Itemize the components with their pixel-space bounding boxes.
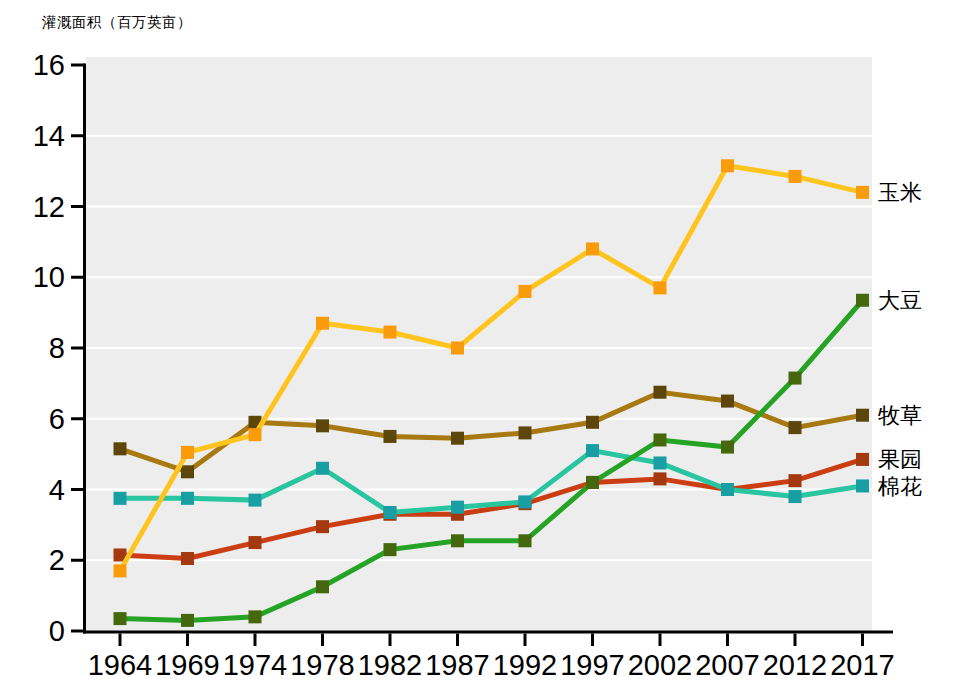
marker-pasture-1992	[519, 426, 532, 439]
marker-soybean-1987	[451, 534, 464, 547]
x-tick-label-2012: 2012	[763, 649, 828, 681]
legend-label-cotton: 棉花	[877, 474, 922, 499]
y-tick-label-2: 2	[49, 544, 65, 576]
marker-cotton-1974	[249, 494, 262, 507]
marker-corn-1964	[114, 564, 127, 577]
y-tick-label-8: 8	[49, 332, 65, 364]
marker-corn-1974	[249, 428, 262, 441]
x-tick-label-2002: 2002	[628, 649, 693, 681]
y-tick-label-12: 12	[33, 191, 65, 223]
line-chart: 0246810121416196419691974197819821987199…	[0, 0, 956, 696]
marker-corn-1982	[384, 326, 397, 339]
y-tick-label-6: 6	[49, 403, 65, 435]
x-tick-label-1992: 1992	[493, 649, 558, 681]
legend-label-orchard: 果园	[878, 447, 922, 472]
marker-orchard-1969	[181, 552, 194, 565]
marker-cotton-1964	[114, 492, 127, 505]
plot-area	[86, 57, 872, 632]
marker-cotton-1992	[519, 495, 532, 508]
y-tick-label-4: 4	[49, 474, 65, 506]
marker-pasture-2007	[721, 395, 734, 408]
x-tick-label-1982: 1982	[358, 649, 423, 681]
marker-soybean-2002	[654, 433, 667, 446]
marker-corn-2002	[654, 281, 667, 294]
legend-label-pasture: 牧草	[878, 403, 922, 428]
marker-corn-2007	[721, 159, 734, 172]
marker-orchard-1978	[316, 520, 329, 533]
marker-orchard-2012	[789, 474, 802, 487]
marker-orchard-2017	[856, 453, 869, 466]
marker-corn-1997	[586, 242, 599, 255]
marker-pasture-2012	[789, 421, 802, 434]
y-tick-label-16: 16	[33, 49, 65, 81]
marker-soybean-1992	[519, 534, 532, 547]
marker-soybean-1974	[249, 610, 262, 623]
marker-orchard-2002	[654, 472, 667, 485]
marker-soybean-1969	[181, 614, 194, 627]
marker-corn-2017	[856, 186, 869, 199]
marker-pasture-1997	[586, 416, 599, 429]
marker-pasture-2002	[654, 386, 667, 399]
marker-orchard-1974	[249, 536, 262, 549]
marker-soybean-1982	[384, 543, 397, 556]
chart-frame: 灌溉面积（百万英亩） 02468101214161964196919741978…	[0, 0, 956, 696]
marker-corn-1987	[451, 342, 464, 355]
x-tick-label-1997: 1997	[560, 649, 625, 681]
marker-cotton-2007	[721, 483, 734, 496]
x-tick-label-1964: 1964	[88, 649, 153, 681]
x-tick-label-2017: 2017	[830, 649, 895, 681]
marker-pasture-2017	[856, 409, 869, 422]
marker-cotton-1978	[316, 462, 329, 475]
marker-soybean-1997	[586, 476, 599, 489]
legend-label-corn: 玉米	[878, 180, 922, 205]
marker-corn-1992	[519, 285, 532, 298]
marker-soybean-2012	[789, 372, 802, 385]
marker-cotton-2017	[856, 479, 869, 492]
marker-soybean-1964	[114, 612, 127, 625]
marker-corn-2012	[789, 170, 802, 183]
marker-pasture-1978	[316, 419, 329, 432]
marker-pasture-1964	[114, 442, 127, 455]
x-tick-label-1969: 1969	[155, 649, 220, 681]
marker-soybean-2007	[721, 441, 734, 454]
y-tick-label-10: 10	[33, 261, 65, 293]
marker-cotton-2012	[789, 490, 802, 503]
marker-cotton-1987	[451, 501, 464, 514]
marker-cotton-1969	[181, 492, 194, 505]
marker-cotton-1997	[586, 444, 599, 457]
marker-corn-1969	[181, 446, 194, 459]
x-tick-label-1974: 1974	[223, 649, 288, 681]
x-tick-label-2007: 2007	[695, 649, 760, 681]
marker-soybean-1978	[316, 580, 329, 593]
y-tick-label-14: 14	[33, 120, 65, 152]
marker-soybean-2017	[856, 294, 869, 307]
x-tick-label-1987: 1987	[425, 649, 490, 681]
x-tick-label-1978: 1978	[290, 649, 355, 681]
y-tick-label-0: 0	[49, 615, 65, 647]
marker-pasture-1982	[384, 430, 397, 443]
marker-corn-1978	[316, 317, 329, 330]
marker-cotton-1982	[384, 506, 397, 519]
legend-label-soybean: 大豆	[878, 288, 922, 313]
marker-cotton-2002	[654, 456, 667, 469]
marker-pasture-1969	[181, 465, 194, 478]
marker-pasture-1987	[451, 432, 464, 445]
